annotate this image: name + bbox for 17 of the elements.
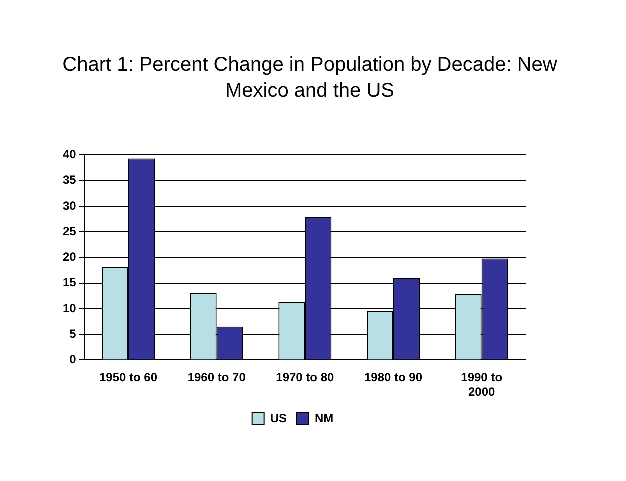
x-tick-label: 1970 to 80 bbox=[276, 370, 335, 385]
y-tick-label: 35 bbox=[62, 173, 77, 188]
legend-label: US bbox=[270, 411, 288, 426]
y-tick-label: 0 bbox=[70, 352, 77, 367]
chart-title: Chart 1: Percent Change in Population by Decade: New Mexico and the US bbox=[62, 53, 558, 104]
x-tick-label: 1990 to 2000 bbox=[461, 370, 503, 400]
y-tick-label: 40 bbox=[62, 148, 77, 162]
y-tick-label: 15 bbox=[62, 276, 77, 290]
legend-label: NM bbox=[315, 411, 334, 426]
y-tick-label: 20 bbox=[62, 250, 77, 264]
y-tick-label: 10 bbox=[62, 301, 77, 316]
x-tick-label: 1980 to 90 bbox=[364, 370, 423, 385]
y-tick-label: 5 bbox=[70, 326, 77, 341]
y-tick-label: 30 bbox=[62, 198, 77, 213]
x-tick-label: 1960 to 70 bbox=[188, 370, 246, 385]
y-tick-label: 25 bbox=[62, 224, 77, 238]
x-tick-label: 1950 to 60 bbox=[99, 370, 158, 385]
